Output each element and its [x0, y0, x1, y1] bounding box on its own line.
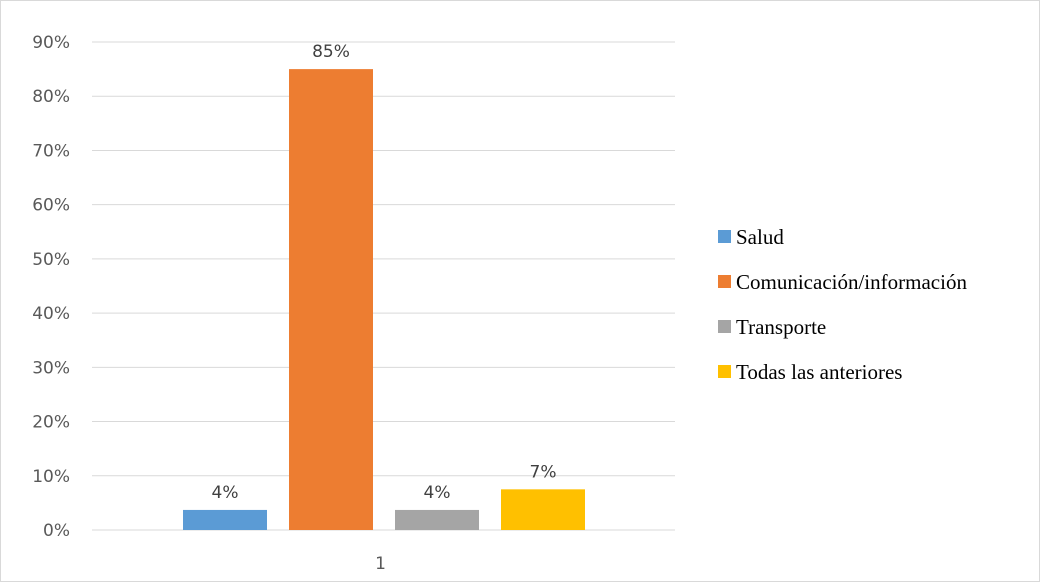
y-tick-label: 60% [32, 196, 70, 216]
data-label: 4% [424, 483, 451, 503]
x-tick-label: 1 [375, 554, 386, 574]
legend-swatch [718, 365, 731, 378]
y-tick-label: 50% [32, 250, 70, 270]
data-label: 85% [312, 42, 350, 62]
legend-swatch [718, 230, 731, 243]
legend-label: Salud [736, 225, 784, 249]
y-tick-label: 40% [32, 304, 70, 324]
y-tick-label: 30% [32, 358, 70, 378]
data-label: 4% [212, 483, 239, 503]
bar [501, 489, 585, 530]
y-tick-label: 90% [32, 33, 70, 53]
legend-swatch [718, 320, 731, 333]
data-label: 7% [530, 462, 557, 482]
y-tick-label: 0% [43, 521, 70, 541]
y-tick-label: 10% [32, 467, 70, 487]
bar [289, 69, 373, 530]
y-tick-label: 20% [32, 413, 70, 433]
bar [183, 509, 267, 530]
legend-swatch [718, 275, 731, 288]
legend-label: Comunicación/información [736, 270, 967, 294]
legend-label: Todas las anteriores [736, 360, 902, 384]
y-tick-label: 70% [32, 141, 70, 161]
bar [395, 509, 479, 530]
y-tick-label: 80% [32, 87, 70, 107]
legend-label: Transporte [736, 315, 826, 339]
